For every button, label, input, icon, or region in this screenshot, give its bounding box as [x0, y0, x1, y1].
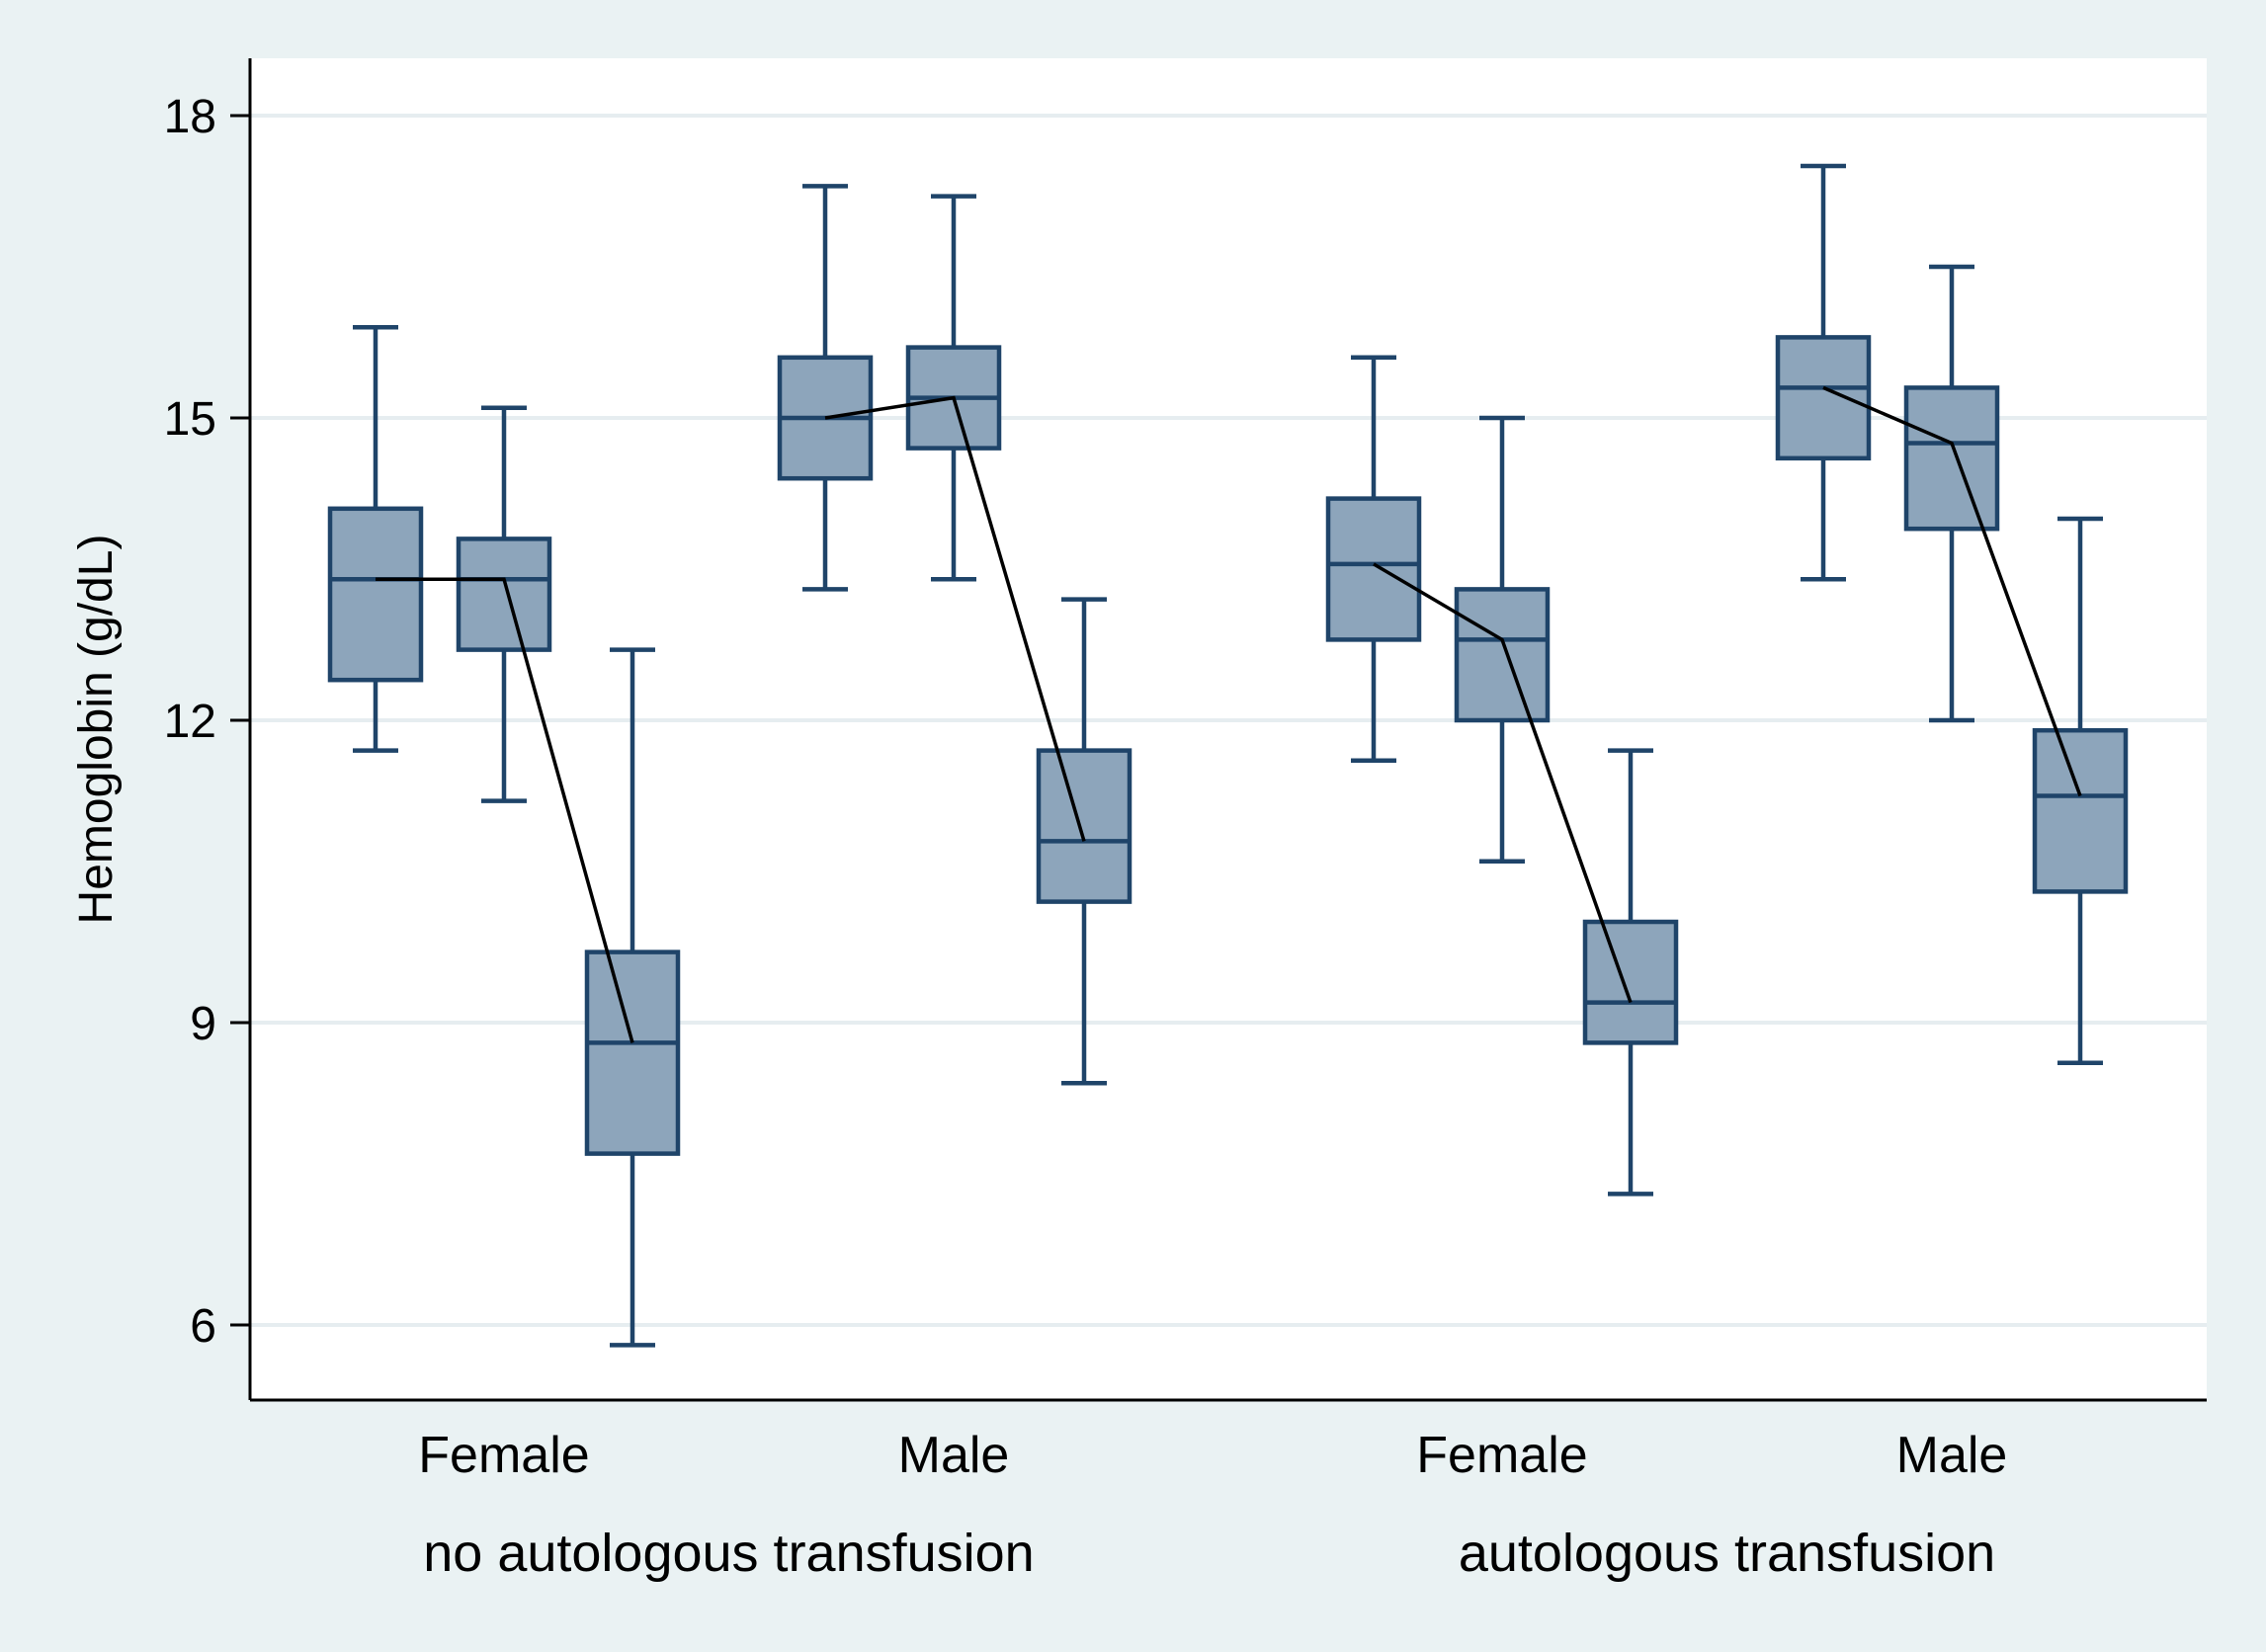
gridlines: [250, 114, 2207, 1327]
plot-area: [250, 58, 2207, 1400]
box: [327, 324, 424, 753]
x-axis: Female Male no autologous transfusion Femal…: [250, 1398, 2207, 1583]
x-subgroup-label: Male: [898, 1427, 1010, 1484]
box: [1903, 264, 2000, 723]
box: [584, 647, 681, 1348]
y-tick-label: 6: [190, 1300, 216, 1353]
box-iqr: [456, 537, 552, 652]
x-subgroup-label: Female: [1416, 1427, 1587, 1484]
y-tick-label: 9: [190, 998, 216, 1050]
box: [1454, 415, 1551, 865]
median-trend-lines: [376, 385, 2082, 1043]
box-iqr: [584, 950, 681, 1156]
box-iqr: [2032, 727, 2129, 894]
box: [1582, 748, 1679, 1197]
median-trend-line: [1822, 385, 2082, 797]
y-tick-label: 18: [164, 91, 216, 143]
y-tick-label: 12: [164, 696, 216, 748]
y-axis: 6 9 12 15 18: [164, 58, 252, 1400]
median-trend-line: [1373, 562, 1633, 1004]
boxes: [327, 163, 2129, 1348]
median-trend-line: [376, 577, 634, 1043]
box: [1036, 597, 1133, 1086]
x-group-label: no autologous transfusion: [423, 1524, 1034, 1583]
box-iqr: [1582, 919, 1679, 1045]
x-subgroup-label: Male: [1896, 1427, 2008, 1484]
box-iqr: [1903, 385, 2000, 532]
box-iqr: [1454, 587, 1551, 723]
box: [1325, 355, 1422, 764]
x-group-label: autologous transfusion: [1459, 1524, 1995, 1583]
box-iqr: [1325, 496, 1422, 642]
box-iqr: [327, 506, 424, 683]
y-axis-label: Hemoglobin (g/dL): [70, 535, 123, 925]
median-trend-line: [824, 395, 1086, 842]
box-iqr: [1775, 335, 1872, 461]
box: [1775, 163, 1872, 582]
box-iqr: [1036, 748, 1133, 904]
x-subgroup-label: Female: [418, 1427, 589, 1484]
y-tick-label: 15: [164, 393, 216, 446]
